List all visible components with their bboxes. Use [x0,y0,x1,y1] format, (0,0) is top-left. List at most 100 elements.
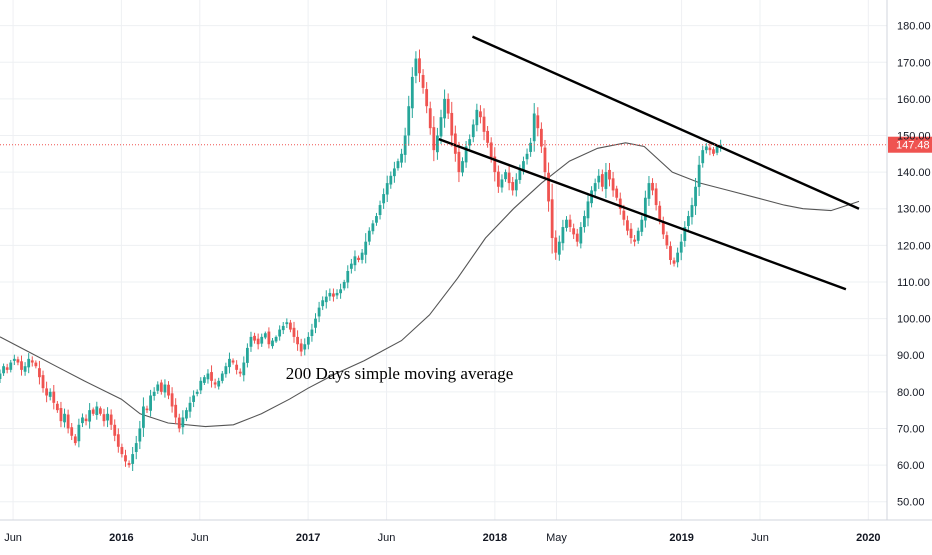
candle[interactable] [256,333,260,350]
candle[interactable] [296,330,299,351]
upper-channel-line[interactable] [471,35,860,210]
candle[interactable] [106,407,109,428]
candle[interactable] [686,210,690,232]
candle[interactable] [289,319,292,333]
candle[interactable] [70,422,74,441]
candle[interactable] [496,165,500,193]
candle[interactable] [561,219,565,251]
candle[interactable] [479,105,482,124]
candle[interactable] [192,390,196,408]
trendlines-layer[interactable] [438,35,860,291]
candle[interactable] [292,321,296,343]
candle[interactable] [468,134,472,151]
candle[interactable] [532,103,536,152]
candle[interactable] [195,389,199,397]
candle[interactable] [557,235,561,261]
candle[interactable] [116,428,120,453]
candle[interactable] [109,409,113,430]
candle[interactable] [202,375,206,385]
candle[interactable] [98,406,102,416]
candle[interactable] [511,176,515,196]
candle[interactable] [2,363,5,376]
candle[interactable] [342,279,346,291]
candle[interactable] [590,186,593,208]
candle[interactable] [328,288,332,301]
candle[interactable] [310,323,314,342]
candle[interactable] [457,141,461,183]
candle[interactable] [0,369,2,384]
candle[interactable] [306,332,310,350]
candle[interactable] [63,408,66,428]
candle[interactable] [583,210,586,233]
candle[interactable] [274,335,278,343]
candle[interactable] [346,265,350,289]
candle[interactable] [608,162,611,187]
candle[interactable] [414,51,418,84]
candle[interactable] [647,175,651,206]
candle[interactable] [149,389,152,417]
candle[interactable] [418,49,421,83]
candle[interactable] [131,446,135,471]
candle[interactable] [285,318,289,329]
candle[interactable] [672,257,676,267]
candle[interactable] [514,173,518,197]
candle[interactable] [543,140,547,180]
candle[interactable] [55,401,59,413]
candle[interactable] [303,338,307,356]
candle[interactable] [332,288,335,302]
candle[interactable] [353,250,357,272]
candle[interactable] [651,178,654,196]
candle[interactable] [547,162,550,212]
candle[interactable] [23,362,27,376]
candle[interactable] [539,122,543,153]
candle[interactable] [626,215,629,236]
candle[interactable] [575,228,579,247]
candle[interactable] [45,381,49,403]
lower-channel-line[interactable] [438,138,847,291]
candle[interactable] [84,414,88,426]
candle[interactable] [669,241,672,265]
candle[interactable] [124,449,127,467]
candle[interactable] [210,365,213,388]
candle[interactable] [618,192,622,215]
candle[interactable] [428,101,432,135]
candle[interactable] [410,67,414,118]
candle[interactable] [611,171,615,197]
candle[interactable] [364,233,368,264]
candle[interactable] [690,197,694,225]
candle[interactable] [443,89,446,128]
candle[interactable] [206,369,210,384]
candle[interactable] [385,175,389,202]
candle[interactable] [156,381,160,394]
candle[interactable] [554,230,558,260]
candle[interactable] [349,258,353,274]
candle[interactable] [400,148,403,168]
candle[interactable] [421,69,425,94]
candle[interactable] [335,289,339,300]
candle[interactable] [407,95,411,146]
candle[interactable] [324,290,328,309]
candle[interactable] [5,363,9,374]
candle[interactable] [66,409,70,434]
candle[interactable] [676,247,680,268]
candle[interactable] [550,183,554,254]
candle[interactable] [9,359,13,373]
candle[interactable] [683,221,687,247]
candle[interactable] [41,370,45,393]
candle[interactable] [500,174,504,193]
candle[interactable] [231,358,235,365]
candle[interactable] [471,119,475,143]
candle[interactable] [600,169,604,192]
candle[interactable] [138,420,142,450]
candle[interactable] [504,169,507,182]
candle[interactable] [389,171,393,189]
candle[interactable] [436,127,439,160]
candle[interactable] [299,338,303,357]
candle[interactable] [91,407,95,416]
candle[interactable] [432,116,436,162]
candle[interactable] [507,165,511,191]
candle[interactable] [249,331,253,352]
candle[interactable] [704,143,708,154]
